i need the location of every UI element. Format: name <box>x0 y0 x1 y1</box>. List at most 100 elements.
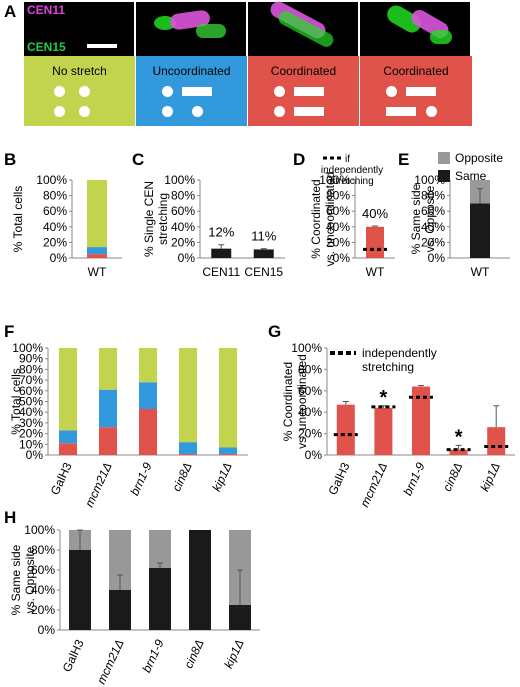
y-tick-label: 60% <box>421 204 445 218</box>
cen-dot <box>79 86 90 97</box>
y-tick-label: 60% <box>298 384 322 398</box>
y-tick-label: 10% <box>19 437 43 451</box>
cen-stretch <box>182 87 212 96</box>
x-tick-label: WT <box>366 265 385 279</box>
chart-c: 0% 20%40% 60%80% 100% % Single CEN stretching… <box>142 173 285 279</box>
bar-segment <box>87 180 107 248</box>
y-tick-label: 20% <box>19 427 43 441</box>
category-label: Coordinated <box>383 64 449 78</box>
y-tick-label: 30% <box>19 416 43 430</box>
panel-label-e: E <box>398 150 410 169</box>
bar-segment <box>59 348 77 431</box>
bar-segment <box>99 348 117 390</box>
bar-segment <box>87 247 107 255</box>
y-tick-label: 40% <box>43 220 67 234</box>
bar-segment <box>99 427 117 455</box>
category-coordinated-opposite: Coordinated <box>360 56 472 126</box>
x-tick-label: kip1Δ <box>209 460 234 493</box>
y-tick-label: 80% <box>43 189 67 203</box>
y-tick-label: 60% <box>171 204 195 218</box>
x-tick-label: GalH3 <box>60 637 87 674</box>
y-tick-label: 80% <box>298 362 322 376</box>
legend-label: stretching <box>330 176 373 187</box>
channel-label-cen15: CEN15 <box>27 40 66 54</box>
bar-segment <box>59 443 77 455</box>
x-tick-label: mcm21Δ <box>357 460 390 509</box>
bar <box>449 449 468 455</box>
cen-dot <box>192 106 203 117</box>
cen-dot <box>162 86 173 97</box>
y-tick-label: 70% <box>19 373 43 387</box>
x-tick-label: kip1Δ <box>478 460 503 493</box>
y-axis-label: % Coordinated <box>309 179 323 258</box>
bar <box>487 427 506 455</box>
bar-segment <box>189 530 211 630</box>
y-tick-label: 80% <box>326 189 350 203</box>
y-tick-label: 60% <box>19 384 43 398</box>
chart-d: 0%20%40%60%80%100%% Coordinated vs. uncoo… <box>309 172 395 279</box>
micrograph-uncoordinated <box>136 2 246 56</box>
y-tick-label: 40% <box>326 220 350 234</box>
y-tick-label: 0% <box>428 251 446 265</box>
micrograph-coordinated-opposite <box>360 2 470 56</box>
x-tick-label: kip1Δ <box>221 637 246 670</box>
bar-segment <box>109 530 131 590</box>
legend-label: Same <box>455 169 487 183</box>
x-tick-label: CEN15 <box>244 265 283 279</box>
bar-segment <box>99 389 117 428</box>
y-tick-label: 20% <box>43 235 67 249</box>
legend-swatch <box>438 152 450 164</box>
y-axis-label: % Same side <box>9 544 23 615</box>
bar-segment <box>179 348 197 443</box>
bar-segment <box>149 568 171 630</box>
x-tick-label: cin8Δ <box>440 460 465 493</box>
bar <box>412 386 430 455</box>
bar-segment <box>69 550 91 630</box>
y-axis-label: stretching <box>156 193 170 245</box>
y-tick-label: 50% <box>19 395 43 409</box>
x-tick-label: brn1-9 <box>400 460 427 498</box>
data-label: 12% <box>208 225 234 240</box>
panel-label-h: H <box>4 508 17 527</box>
y-tick-label: 80% <box>31 543 55 557</box>
chart-e: 0% 20%40% 60%80% 100%% Same side vs. Opposit… <box>409 173 510 279</box>
x-tick-label: WT <box>88 265 107 279</box>
y-tick-label: 40% <box>31 583 55 597</box>
legend-same-opposite: Opposite Same <box>438 151 503 183</box>
y-tick-label: 40% <box>421 220 445 234</box>
x-tick-label: WT <box>471 265 490 279</box>
y-tick-label: 40% <box>19 405 43 419</box>
y-axis-label: % Total cells <box>9 368 23 434</box>
x-tick-label: CEN11 <box>202 265 240 279</box>
bar-segment <box>149 530 171 568</box>
y-tick-label: 40% <box>171 220 195 234</box>
y-tick-label: 0% <box>178 251 196 265</box>
x-tick-label: mcm21Δ <box>82 460 115 509</box>
y-axis-label: % Single CEN <box>142 181 156 257</box>
cen-stretch <box>406 87 436 96</box>
cen-dot <box>54 106 65 117</box>
y-tick-label: 60% <box>31 563 55 577</box>
y-tick-label: 0% <box>305 448 323 462</box>
y-axis-label: % Same side <box>409 183 423 254</box>
y-tick-label: 100% <box>36 173 67 187</box>
bar <box>336 404 355 455</box>
y-tick-label: 90% <box>19 352 43 366</box>
cen-dot <box>426 106 437 117</box>
significance-star: * <box>380 387 388 409</box>
y-axis-label: vs. Opposite <box>423 185 437 252</box>
y-tick-label: 0% <box>50 251 68 265</box>
y-tick-label: 20% <box>326 235 350 249</box>
panel-label-d: D <box>293 150 306 169</box>
y-axis-label: % Coordinated <box>281 362 295 441</box>
y-tick-label: 0% <box>333 251 351 265</box>
cen-dot <box>54 86 65 97</box>
panel-label-f: F <box>4 322 15 341</box>
y-axis-label: vs. uncoordinated <box>295 354 309 449</box>
legend-label: if <box>345 154 350 165</box>
legend-swatch <box>438 170 450 182</box>
channel-label-cen11: CEN11 <box>27 3 66 17</box>
y-tick-label: 20% <box>171 235 195 249</box>
chart-b: 0% 20%40% 60%80% 100% % Total cells WT <box>11 173 122 279</box>
y-tick-label: 100% <box>319 173 350 187</box>
